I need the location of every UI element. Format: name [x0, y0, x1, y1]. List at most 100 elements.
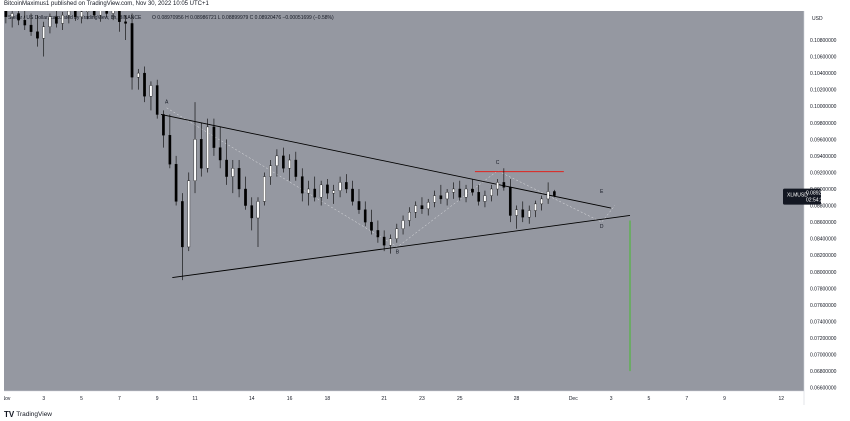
candle-body	[376, 230, 380, 238]
candle-body	[256, 201, 260, 219]
candle-body	[143, 72, 146, 97]
x-tick-label: 23	[419, 396, 425, 402]
time-axis[interactable]	[4, 391, 804, 405]
candle-body	[269, 165, 272, 177]
triangle-lower-line	[172, 215, 631, 279]
y-tick-label: 0.07000000	[810, 353, 837, 359]
publish-header: BitcoinMaximus1 published on TradingView…	[4, 1, 209, 7]
candle-body	[29, 24, 33, 32]
wave-label-a: A	[165, 100, 169, 106]
y-tick-label: 0.10800000	[810, 38, 837, 44]
countdown-label: 02:54:24	[806, 198, 826, 204]
y-tick-label: 0.08200000	[810, 253, 837, 259]
candle-body	[300, 176, 304, 194]
x-tick-label: 25	[457, 396, 463, 402]
candle-body	[181, 201, 184, 248]
candle-body	[111, 11, 115, 14]
y-tick-label: 0.10600000	[810, 55, 837, 61]
triangle-upper-line	[160, 114, 612, 209]
footer: TV TradingView	[4, 408, 52, 420]
candle-body	[80, 11, 83, 17]
candle-body	[426, 202, 430, 210]
candle-body	[282, 155, 285, 169]
candles	[4, 11, 556, 281]
candle-body	[55, 16, 58, 24]
candle-body	[401, 220, 405, 229]
x-tick-label: 5	[80, 396, 83, 402]
candle-body	[452, 188, 455, 193]
candle-body	[407, 212, 411, 221]
candle-body	[382, 236, 386, 246]
wave-labels: A B C D E	[165, 100, 604, 256]
annotations	[160, 107, 631, 372]
candle-body	[508, 187, 512, 216]
candle-body	[42, 26, 46, 39]
x-tick-label: 3	[610, 396, 613, 402]
candle-body	[445, 192, 449, 200]
candle-body	[168, 135, 172, 165]
candle-body	[149, 85, 153, 97]
candle-body	[212, 126, 216, 148]
candle-body	[477, 192, 481, 202]
y-tick-label: 0.07600000	[810, 303, 837, 309]
candle-body	[464, 188, 468, 198]
chart-title: Stellar / US Dollar, calculated by Tradi…	[8, 15, 142, 21]
candle-body	[118, 11, 121, 22]
x-tick-label: 11	[192, 396, 197, 402]
y-tick-label: 0.08400000	[810, 237, 837, 243]
y-tick-label: 0.07400000	[810, 319, 837, 325]
x-tick-label: Dec	[569, 396, 578, 402]
candle-body	[73, 11, 77, 17]
candle-body	[288, 159, 291, 169]
candle-body	[155, 85, 159, 115]
candle-body	[250, 205, 254, 219]
candle-body	[313, 188, 317, 198]
candle-body	[521, 209, 525, 218]
y-tick-label: 0.07800000	[810, 286, 837, 292]
x-tick-label: 3	[42, 396, 45, 402]
x-tick-label: 14	[249, 396, 255, 402]
candle-body	[319, 184, 323, 198]
candle-body	[174, 163, 178, 202]
candle-body	[275, 155, 279, 166]
candle-body	[105, 11, 109, 14]
x-tick-label: 9	[156, 396, 159, 402]
candle-body	[370, 221, 373, 231]
y-axis-ticks: 0.06600000 0.06800000 0.07000000 0.07200000…	[810, 38, 837, 392]
candle-body	[48, 16, 52, 27]
candle-body	[263, 176, 266, 202]
wave-label-d: D	[600, 224, 604, 230]
x-tick-label: 18	[325, 396, 331, 402]
plot-area[interactable]	[4, 11, 804, 391]
candle-body	[433, 195, 436, 203]
candle-body	[162, 114, 165, 136]
candle-body	[187, 180, 191, 248]
candle-body	[546, 191, 550, 200]
y-tick-label: 0.08800000	[810, 204, 837, 210]
x-axis-ticks: Nov 3 5 7 9 11 14 16 18 21 23 25 28 Dec 3 5 7 9 12	[4, 396, 784, 402]
y-tick-label: 0.09600000	[810, 137, 837, 143]
y-tick-label: 0.09200000	[810, 170, 837, 176]
candle-body	[124, 21, 127, 24]
candle-body	[199, 139, 203, 169]
y-tick-label: 0.06800000	[810, 369, 837, 375]
x-tick-label: Nov	[4, 396, 11, 402]
candle-body	[338, 182, 342, 191]
y-tick-label: 0.09400000	[810, 154, 837, 160]
candle-body	[458, 188, 462, 198]
candle-body	[294, 159, 298, 177]
price-axis[interactable]	[804, 11, 839, 405]
candle-body	[99, 11, 102, 16]
x-tick-label: 28	[514, 396, 520, 402]
candle-body	[92, 11, 96, 16]
chart-frame[interactable]: Stellar / US Dollar, calculated by Tradi…	[4, 11, 839, 405]
tradingview-logo-icon: TV	[4, 409, 15, 419]
candle-body	[244, 188, 247, 206]
price-chart[interactable]: Stellar / US Dollar, calculated by Tradi…	[4, 11, 839, 405]
x-tick-label: 21	[381, 396, 387, 402]
candle-body	[471, 188, 474, 193]
candle-body	[193, 139, 197, 181]
x-tick-label: 7	[118, 396, 121, 402]
symbol-label: XLMUSD	[787, 193, 808, 199]
x-tick-label: 12	[779, 396, 785, 402]
